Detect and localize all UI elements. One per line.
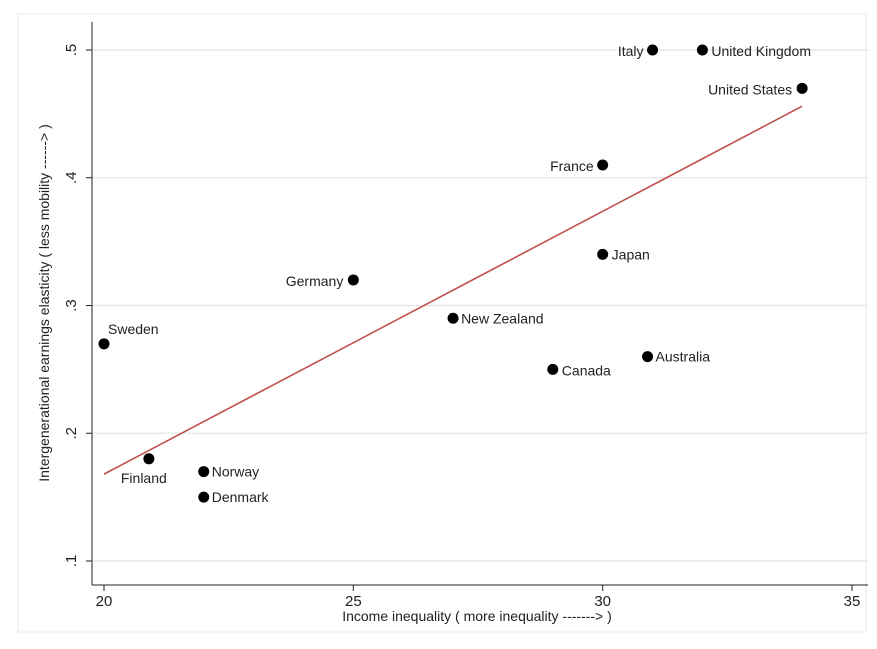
point-label: Sweden	[108, 321, 159, 337]
point-label: Germany	[286, 273, 344, 289]
point-label: United Kingdom	[711, 43, 811, 59]
point-label: Finland	[121, 470, 167, 486]
point-label: France	[550, 158, 594, 174]
y-axis-title: Intergenerational earnings elasticity ( …	[36, 124, 52, 482]
fit-line-layer	[103, 105, 803, 475]
scatter-point	[597, 159, 609, 171]
scatter-point	[198, 491, 210, 503]
y-tick-label: .1	[63, 555, 80, 568]
scatter-point	[143, 453, 155, 465]
y-tick-label: .2	[63, 427, 80, 440]
scatter-point	[347, 274, 359, 286]
point-label: Norway	[212, 464, 259, 480]
grid-layer	[93, 49, 868, 562]
fit-line	[103, 105, 803, 475]
point-label: Italy	[618, 43, 644, 59]
point-label: Canada	[562, 362, 611, 378]
point-label: United States	[708, 81, 792, 97]
plot-frame	[17, 13, 867, 633]
axis-layer	[91, 22, 868, 586]
x-tick-label: 25	[345, 593, 362, 610]
x-tick-label: 35	[844, 593, 861, 610]
point-label: Denmark	[212, 489, 270, 505]
scatter-point	[597, 248, 609, 260]
tick-layer: .1 .2 .3 .4 .5 20 25 30 35	[63, 44, 860, 610]
y-tick-label: .3	[63, 299, 80, 312]
scatter-point	[98, 338, 110, 350]
scatter-point	[642, 351, 654, 363]
y-tick-label: .4	[63, 171, 80, 184]
scatter-point	[447, 312, 459, 324]
scatter-point	[796, 82, 808, 94]
point-label: Japan	[612, 246, 650, 262]
scatter-point	[696, 44, 708, 56]
scatter-point	[198, 466, 210, 478]
point-layer: Sweden Finland Norway Denmark Germany New Zea…	[98, 43, 811, 505]
scatter-point	[647, 44, 659, 56]
x-axis-title: Income inequality ( more inequality ----…	[342, 608, 612, 624]
point-label: New Zealand	[461, 310, 543, 326]
x-tick-label: 20	[96, 593, 113, 610]
scatter-point	[547, 363, 559, 375]
y-tick-label: .5	[63, 44, 80, 57]
point-label: Australia	[656, 349, 711, 365]
x-tick-label: 30	[594, 593, 611, 610]
